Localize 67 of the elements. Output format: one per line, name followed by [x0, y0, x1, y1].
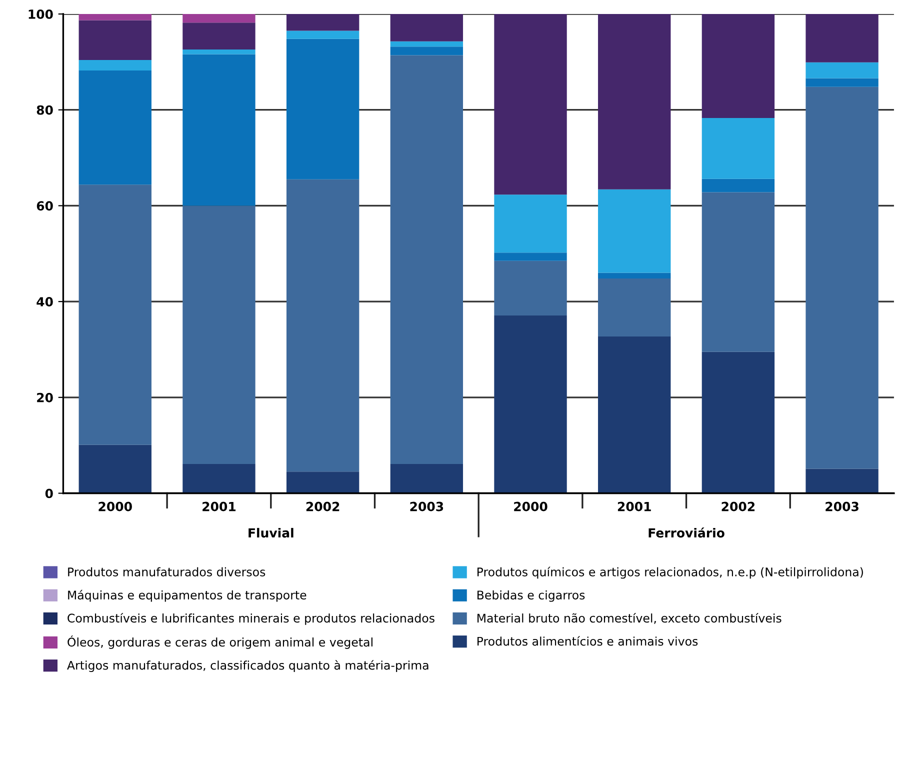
legend-label: Produtos químicos e artigos relacionados, n.e.p (N-etilpirrolidona) — [477, 566, 863, 579]
bar — [78, 444, 152, 494]
bar — [286, 38, 360, 180]
bar — [78, 70, 152, 185]
bar — [702, 192, 775, 352]
legend-label: Óleos, gorduras e ceras de origem animal e vegetal — [68, 636, 372, 649]
bar — [182, 54, 256, 206]
y-tick-label: 100 — [28, 9, 53, 19]
bar — [806, 468, 878, 494]
bar — [702, 118, 775, 179]
y-tick-label: 0 — [45, 488, 53, 498]
text: Fluvial — [248, 528, 294, 538]
bar — [806, 62, 878, 78]
bar — [286, 179, 360, 472]
bar — [494, 14, 567, 195]
bar — [78, 60, 152, 71]
bar — [182, 14, 256, 23]
bar — [494, 252, 567, 261]
x-tick-label: 2000 — [98, 502, 132, 512]
bar — [494, 315, 567, 494]
y-tick-label: 60 — [36, 201, 53, 211]
y-tick-label: 40 — [36, 297, 53, 306]
legend-label: Combustíveis e lubrificantes minerais e produtos relacionados — [68, 613, 434, 625]
bar — [598, 336, 671, 494]
bar — [182, 206, 256, 464]
text: Ferroviário — [648, 527, 724, 538]
legend-label: Produtos manufaturados diversos — [68, 567, 266, 576]
bar — [182, 464, 256, 494]
y-tick-label: 80 — [36, 105, 53, 115]
bar — [702, 178, 775, 192]
bar — [390, 46, 464, 56]
bar — [78, 20, 152, 60]
x-tick-label: 2001 — [618, 502, 651, 512]
x-tick-label: 2001 — [202, 502, 236, 512]
bar — [702, 352, 775, 494]
bar — [494, 194, 567, 253]
bar — [494, 260, 567, 316]
bar — [598, 14, 671, 190]
bar — [702, 14, 775, 118]
x-tick-label: 2002 — [306, 502, 340, 512]
bar — [182, 49, 256, 54]
bar — [286, 30, 360, 39]
bar — [182, 22, 256, 50]
x-tick-label: 2003 — [826, 502, 858, 512]
x-tick-label: 2003 — [410, 502, 444, 512]
legend-label: Máquinas e equipamentos de transporte — [68, 590, 306, 602]
bar — [598, 278, 671, 337]
legend-label: Artigos manufaturados, classificados quanto à matéria-prima — [67, 660, 428, 672]
bar — [598, 272, 671, 279]
legend-label: Material bruto não comestível, exceto combustíveis — [477, 613, 782, 624]
bar — [806, 86, 878, 469]
bar — [390, 14, 464, 42]
bar — [390, 41, 464, 47]
bar — [78, 14, 152, 20]
bar — [390, 464, 464, 494]
bar — [598, 189, 671, 273]
legend-label: Bebidas e cigarros — [477, 590, 585, 602]
legend-label: Produtos alimentícios e animais vivos — [477, 636, 698, 646]
bar — [806, 14, 878, 62]
x-tick-label: 2000 — [514, 502, 548, 512]
y-tick-label: 20 — [37, 392, 53, 402]
bar — [806, 78, 878, 87]
bar — [286, 472, 360, 494]
x-tick-label: 2002 — [722, 502, 755, 512]
bar — [78, 184, 152, 445]
bar — [390, 55, 464, 464]
bar — [286, 14, 360, 31]
